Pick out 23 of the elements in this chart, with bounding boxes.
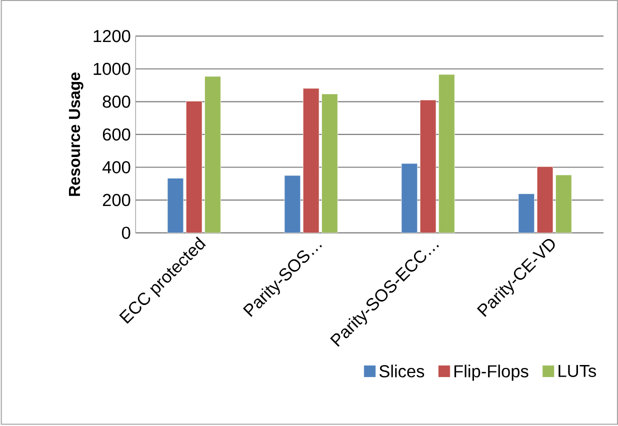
- bar: [555, 174, 572, 234]
- bar: [302, 88, 320, 234]
- bar: [438, 74, 455, 234]
- y-tick-label: 1000: [94, 62, 130, 76]
- bar: [322, 94, 338, 234]
- bar: [167, 178, 184, 234]
- bar: [401, 163, 418, 234]
- bar: [284, 175, 301, 234]
- y-tick-label: 800: [102, 96, 130, 108]
- y-tick-label: 400: [102, 161, 130, 174]
- y-tick-label: 1200: [94, 30, 130, 42]
- y-tick-label: 0: [122, 226, 130, 240]
- bar: [420, 100, 436, 234]
- legend-label: Slices: [379, 364, 424, 378]
- y-tick-label: 200: [102, 194, 130, 206]
- legend-label: LUTs: [558, 365, 596, 378]
- y-axis-title: Resource Usage: [68, 72, 84, 196]
- legend-label: Flip-Flops: [454, 364, 528, 382]
- y-tick-label: 600: [102, 128, 130, 141]
- bar: [186, 101, 202, 234]
- bar: [536, 166, 554, 234]
- bar: [518, 194, 535, 234]
- bar: [204, 76, 221, 234]
